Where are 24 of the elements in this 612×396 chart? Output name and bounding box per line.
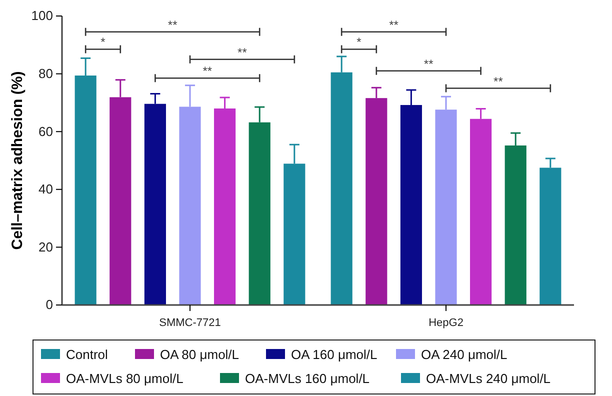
legend-label: Control bbox=[66, 347, 108, 362]
x-tick-label: SMMC-7721 bbox=[159, 317, 221, 330]
annotation: ** bbox=[202, 64, 212, 78]
legend-label: OA 160 μmol/L bbox=[291, 347, 378, 362]
legend-label: OA 80 μmol/L bbox=[160, 347, 240, 362]
y-axis-title: Cell–matrix adhesion (%) bbox=[9, 71, 26, 250]
legend-label: OA-MVLs 160 μmol/L bbox=[245, 371, 370, 386]
y-tick-label: 80 bbox=[38, 66, 53, 81]
y-tick-label: 40 bbox=[38, 182, 53, 197]
annotation: ** bbox=[424, 56, 434, 71]
x-tick-label: HepG2 bbox=[428, 317, 464, 330]
legend-label: OA-MVLs 80 μmol/L bbox=[66, 371, 184, 386]
y-tick-label: 0 bbox=[46, 297, 53, 312]
annotation: ** bbox=[389, 18, 399, 32]
legend-label: OA 240 μmol/L bbox=[421, 347, 508, 362]
annotation: * bbox=[100, 35, 106, 50]
y-tick-label: 60 bbox=[38, 124, 53, 139]
annotation: * bbox=[356, 35, 362, 50]
y-tick-label: 20 bbox=[38, 239, 53, 254]
annotation: ** bbox=[168, 18, 178, 32]
y-tick-label: 100 bbox=[31, 8, 53, 24]
annotation: ** bbox=[238, 45, 248, 60]
legend-label: OA-MVLs 240 μmol/L bbox=[426, 371, 551, 386]
annotation: ** bbox=[494, 74, 504, 88]
